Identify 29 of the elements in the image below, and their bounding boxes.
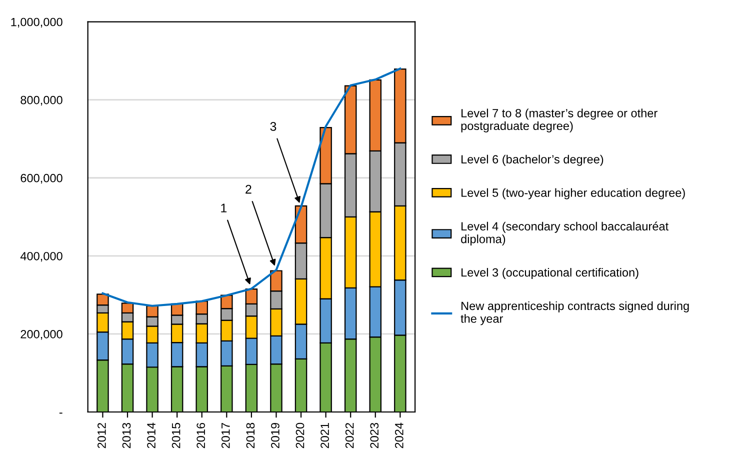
x-tick-label: 2018 — [246, 422, 255, 448]
legend-label: Level 6 (bachelor’s degree) — [462, 154, 604, 166]
annotation: 3 — [270, 122, 276, 131]
x-tick-label: 2024 — [394, 422, 404, 448]
y-tick-label: 200,000 — [20, 330, 62, 340]
x-tick-label: 2016 — [196, 422, 206, 448]
y-tick-label: 400,000 — [20, 252, 62, 262]
x-tick-label: 2022 — [345, 423, 354, 448]
x-tick-label: 2015 — [172, 422, 180, 448]
legend-label: Level 3 (occupational certification) — [462, 268, 638, 279]
legend-label: New apprenticeship contracts signed during the year — [460, 301, 689, 326]
x-tick-label: 2017 — [221, 423, 230, 448]
legend-label: Level 4 (secondary school baccalauréat diploma) — [461, 222, 668, 246]
y-tick-label: - — [59, 412, 62, 414]
y-tick-label: 1,000,000 — [11, 18, 62, 28]
x-tick-label: 2014 — [147, 422, 156, 448]
annotation: 2 — [246, 184, 252, 194]
x-tick-label: 2021 — [320, 422, 329, 448]
x-tick-label: 2012 — [98, 423, 106, 448]
x-tick-label: 2023 — [370, 422, 379, 448]
legend-label: Level 7 to 8 (master’s degree or other postgraduate degree) — [461, 108, 658, 132]
annotation: 1 — [221, 204, 227, 212]
x-tick-label: 2013 — [122, 422, 131, 448]
x-tick-label: 2019 — [271, 422, 280, 448]
x-tick-label: 2020 — [296, 422, 304, 448]
legend-label: Level 5 (two-year higher education degree) — [462, 188, 685, 200]
y-tick-label: 800,000 — [20, 96, 62, 106]
y-tick-label: 600,000 — [20, 174, 62, 184]
line-series — [102, 68, 402, 307]
